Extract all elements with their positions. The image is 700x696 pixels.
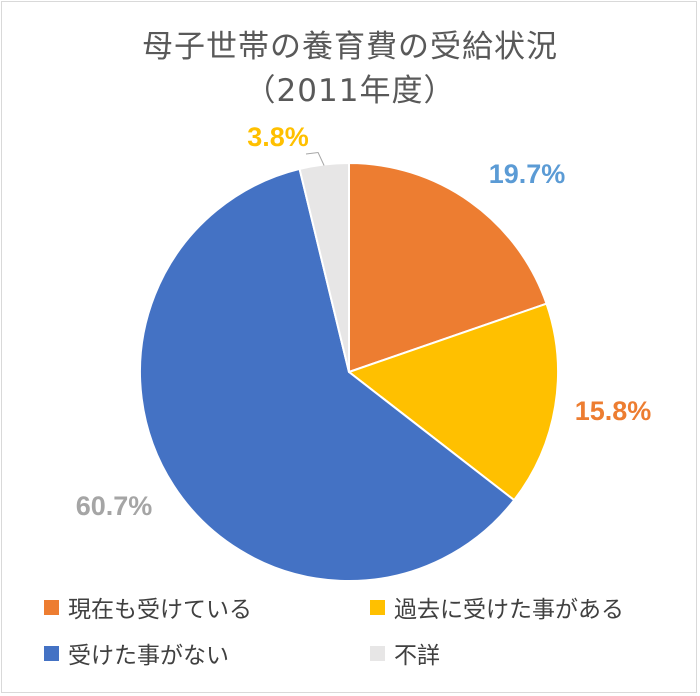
- data-label: 15.8%: [575, 396, 652, 426]
- slice-never: [139, 167, 516, 583]
- data-label: 60.7%: [76, 491, 153, 521]
- leader-line: [305, 151, 325, 166]
- legend-label: 現在も受けている: [68, 597, 252, 623]
- legend-swatch: [44, 599, 59, 615]
- chart-subtitle: （2011年度）: [244, 73, 456, 109]
- data-label: 19.7%: [489, 159, 566, 189]
- legend-swatch: [370, 599, 385, 615]
- legend-item-current: 現在も受けている: [44, 592, 252, 623]
- legend-item-unknown: 不詳: [370, 638, 440, 669]
- legend-label: 受けた事がない: [68, 643, 229, 669]
- chart-title: 母子世帯の養育費の受給状況: [142, 29, 558, 65]
- legend-item-never: 受けた事がない: [44, 638, 229, 669]
- legend-swatch: [370, 645, 385, 661]
- slice-past: [348, 302, 560, 502]
- legend-swatch: [44, 645, 59, 661]
- data-label: 3.8%: [247, 122, 309, 152]
- legend-label: 過去に受けた事がある: [394, 597, 624, 623]
- legend-label: 不詳: [394, 643, 440, 669]
- legend-item-past: 過去に受けた事がある: [370, 592, 624, 623]
